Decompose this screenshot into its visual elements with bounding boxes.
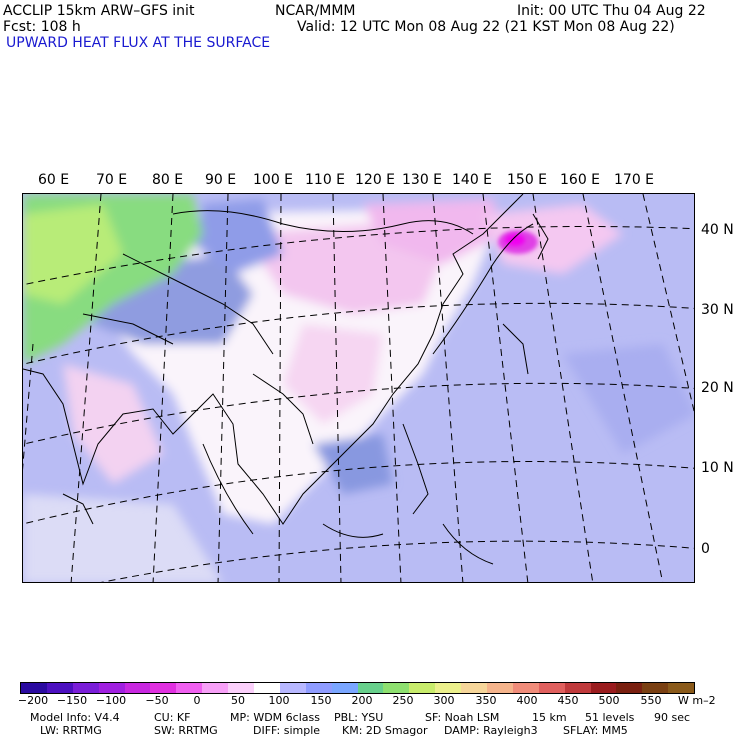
lon-label: 80 E [152,172,184,188]
sf-scheme: SF: Noah LSM [425,711,500,724]
colorbar-swatch [46,683,73,693]
pbl-scheme: PBL: YSU [334,711,384,724]
colorbar-swatch [383,683,410,693]
lon-label: 160 E [560,172,601,188]
lon-label: 90 E [205,172,237,188]
colorbar-label: −150 [56,694,88,707]
init-time: Init: 00 UTC Thu 04 Aug 22 [517,3,706,19]
lon-label: 60 E [38,172,70,188]
lon-label: 150 E [507,172,548,188]
colorbar-label: 350 [475,694,497,707]
colorbar-label: −100 [95,694,127,707]
levels-count: 51 levels [585,711,635,724]
colorbar-swatch [538,683,565,693]
lon-label: 140 E [452,172,493,188]
colorbar-swatch [357,683,384,693]
colorbar-swatch [254,683,280,693]
mp-scheme: MP: WDM 6class [230,711,320,724]
colorbar-label: 150 [310,694,332,707]
colorbar-swatch [642,683,669,693]
colorbar [20,682,695,694]
lon-label: 170 E [614,172,655,188]
colorbar-label: 250 [392,694,414,707]
lon-label: 110 E [305,172,346,188]
colorbar-swatch [98,683,125,693]
colorbar-label: 400 [516,694,538,707]
colorbar-swatch [512,683,539,693]
lw-scheme: LW: RRTMG [40,724,102,737]
damp-scheme: DAMP: Rayleigh3 [444,724,538,737]
colorbar-swatch [124,683,151,693]
lat-label: 20 N [701,380,734,396]
colorbar-label: 500 [598,694,620,707]
colorbar-label: −50 [145,694,169,707]
sflay-scheme: SFLAY: MM5 [563,724,628,737]
lon-label: 100 E [253,172,294,188]
lon-label: 120 E [355,172,396,188]
org-label: NCAR/MMM [275,3,356,19]
model-info: Model Info: V4.4 [30,711,120,724]
colorbar-swatch [409,683,436,693]
colorbar-label: 200 [351,694,373,707]
lat-label: 30 N [701,302,734,318]
colorbar-swatch [176,683,203,693]
cu-scheme: CU: KF [154,711,191,724]
colorbar-units: W m–2 [678,694,716,707]
time-step: 90 sec [654,711,691,724]
colorbar-swatch [202,683,229,693]
colorbar-swatch [616,683,643,693]
lon-label: 70 E [96,172,128,188]
colorbar-swatch [228,683,255,693]
colorbar-swatch [279,683,306,693]
colorbar-label: 550 [640,694,662,707]
colorbar-swatch [21,683,47,693]
colorbar-label: 100 [268,694,290,707]
diff-scheme: DIFF: simple [253,724,321,737]
colorbar-swatch [150,683,177,693]
forecast-hour: Fcst: 108 h [3,19,81,35]
valid-time: Valid: 12 UTC Mon 08 Aug 22 (21 KST Mon … [297,19,675,35]
colorbar-swatch [487,683,513,693]
colorbar-swatch [305,683,332,693]
colorbar-swatch [435,683,462,693]
colorbar-swatch [564,683,591,693]
colorbar-label: 450 [557,694,579,707]
colorbar-swatch [590,683,617,693]
lat-label: 40 N [701,222,734,238]
lat-label: 10 N [701,460,734,476]
colorbar-label: 50 [231,694,245,707]
grid-spacing: 15 km [532,711,567,724]
lon-label: 130 E [402,172,443,188]
lat-label: 0 [701,541,710,557]
colorbar-label: −200 [17,694,49,707]
heat-flux-map [22,193,695,583]
colorbar-swatch [668,683,695,693]
colorbar-swatch [461,683,488,693]
model-title: ACCLIP 15km ARW–GFS init [3,3,195,19]
colorbar-swatch [331,683,358,693]
sw-scheme: SW: RRTMG [154,724,218,737]
km-scheme: KM: 2D Smagor [342,724,428,737]
colorbar-label: 0 [193,694,201,707]
colorbar-swatch [72,683,99,693]
colorbar-label: 300 [433,694,455,707]
field-title: UPWARD HEAT FLUX AT THE SURFACE [6,35,271,51]
